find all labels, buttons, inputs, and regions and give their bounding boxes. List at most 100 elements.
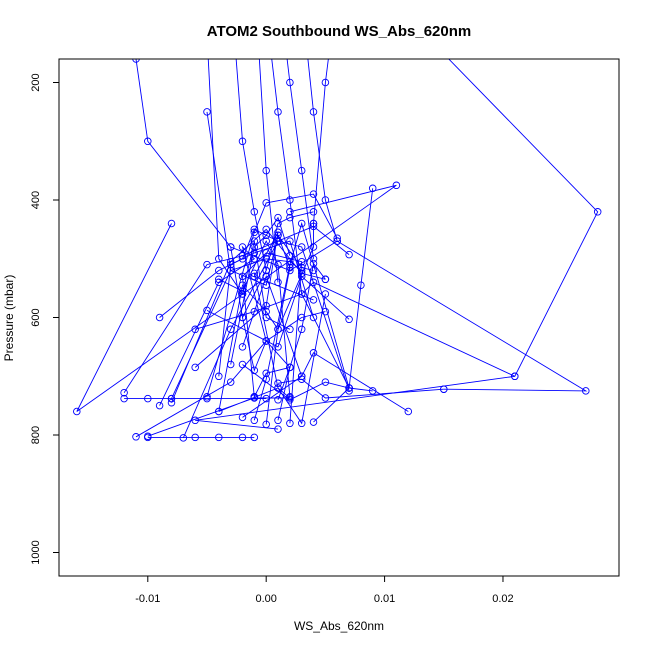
data-point — [309, 243, 318, 251]
x-tick-label: 0.02 — [492, 593, 513, 605]
data-point — [593, 208, 602, 216]
data-point — [262, 237, 270, 245]
x-tick-label: 0.01 — [374, 593, 395, 605]
series-line — [242, 241, 291, 330]
data-point — [238, 360, 247, 369]
data-point — [309, 418, 318, 426]
data-point — [250, 307, 259, 316]
data-point — [144, 137, 152, 146]
data-point — [309, 190, 318, 198]
data-point — [297, 219, 306, 228]
series-17 — [309, 184, 377, 426]
x-tick-label: 0.00 — [255, 593, 276, 605]
x-axis: -0.01 0.00 0.01 0.02 — [135, 576, 514, 605]
data-point — [167, 394, 176, 403]
data-point — [262, 420, 270, 429]
data-point — [262, 281, 270, 289]
series-6 — [155, 243, 270, 410]
data-point — [274, 260, 282, 269]
y-tick-label: 200 — [30, 73, 42, 91]
data-point — [321, 196, 330, 204]
data-point — [309, 208, 318, 216]
data-point — [286, 252, 294, 260]
data-point — [286, 257, 294, 266]
data-point — [309, 349, 318, 357]
series-29 — [238, 360, 377, 404]
data-point — [226, 378, 235, 386]
data-point — [274, 343, 282, 351]
data-point — [167, 219, 176, 228]
data-point — [191, 363, 199, 372]
data-point — [286, 396, 294, 404]
data-point — [250, 237, 259, 245]
data-point — [298, 0, 305, 4]
data-point — [262, 369, 270, 378]
data-point — [215, 433, 223, 442]
data-point — [582, 387, 590, 395]
data-point — [250, 433, 259, 442]
series-line — [271, 59, 350, 389]
y-tick-label: 800 — [30, 426, 42, 444]
series-line — [277, 262, 326, 421]
series-38 — [235, 59, 270, 275]
data-point — [215, 255, 223, 263]
data-point — [238, 255, 247, 263]
data-point — [286, 237, 294, 245]
data-point — [286, 363, 294, 372]
series-line — [242, 211, 314, 318]
series-36 — [238, 208, 318, 322]
data-point — [286, 213, 294, 222]
data-point — [250, 269, 259, 278]
data-point — [167, 398, 176, 407]
data-point — [286, 419, 294, 428]
data-point — [238, 313, 247, 322]
data-point — [297, 290, 306, 298]
series-line — [313, 59, 329, 224]
series-line — [286, 59, 314, 259]
series-line — [242, 364, 373, 401]
data-point — [250, 272, 259, 281]
data-point — [203, 393, 211, 401]
data-point — [238, 137, 247, 146]
data-point — [286, 208, 294, 216]
data-point — [297, 313, 306, 322]
data-point — [274, 396, 282, 404]
series-40 — [286, 59, 318, 263]
data-point — [321, 290, 330, 298]
data-point — [309, 266, 318, 275]
data-point — [262, 307, 270, 316]
series-line — [135, 311, 326, 438]
data-point — [238, 281, 247, 289]
series-line — [159, 228, 279, 318]
series-line — [313, 188, 374, 423]
y-tick-label: 600 — [30, 308, 42, 326]
data-point — [144, 394, 152, 403]
x-tick-label: -0.01 — [135, 593, 160, 605]
data-point — [404, 407, 413, 416]
data-point — [250, 249, 259, 257]
data-point — [155, 313, 164, 322]
data-point — [345, 384, 353, 392]
data-point — [274, 416, 282, 425]
series-line — [159, 245, 267, 406]
series-34 — [144, 433, 259, 442]
series-line — [171, 228, 326, 403]
data-point — [238, 290, 247, 298]
data-point — [144, 433, 152, 442]
data-point — [215, 266, 223, 275]
series-line — [242, 252, 303, 424]
y-axis: 200 400 600 800 1000 — [30, 73, 59, 565]
x-axis-label: WS_Abs_620nm — [294, 619, 384, 633]
series-line — [171, 258, 302, 399]
data-point — [238, 433, 247, 442]
series-line — [258, 59, 279, 283]
y-tick-label: 400 — [30, 191, 42, 209]
data-point — [263, 9, 270, 16]
series-13 — [274, 259, 330, 425]
data-point — [215, 275, 223, 284]
data-point — [262, 266, 270, 275]
data-point — [274, 237, 282, 245]
data-point — [238, 413, 247, 422]
data-point — [73, 407, 81, 416]
